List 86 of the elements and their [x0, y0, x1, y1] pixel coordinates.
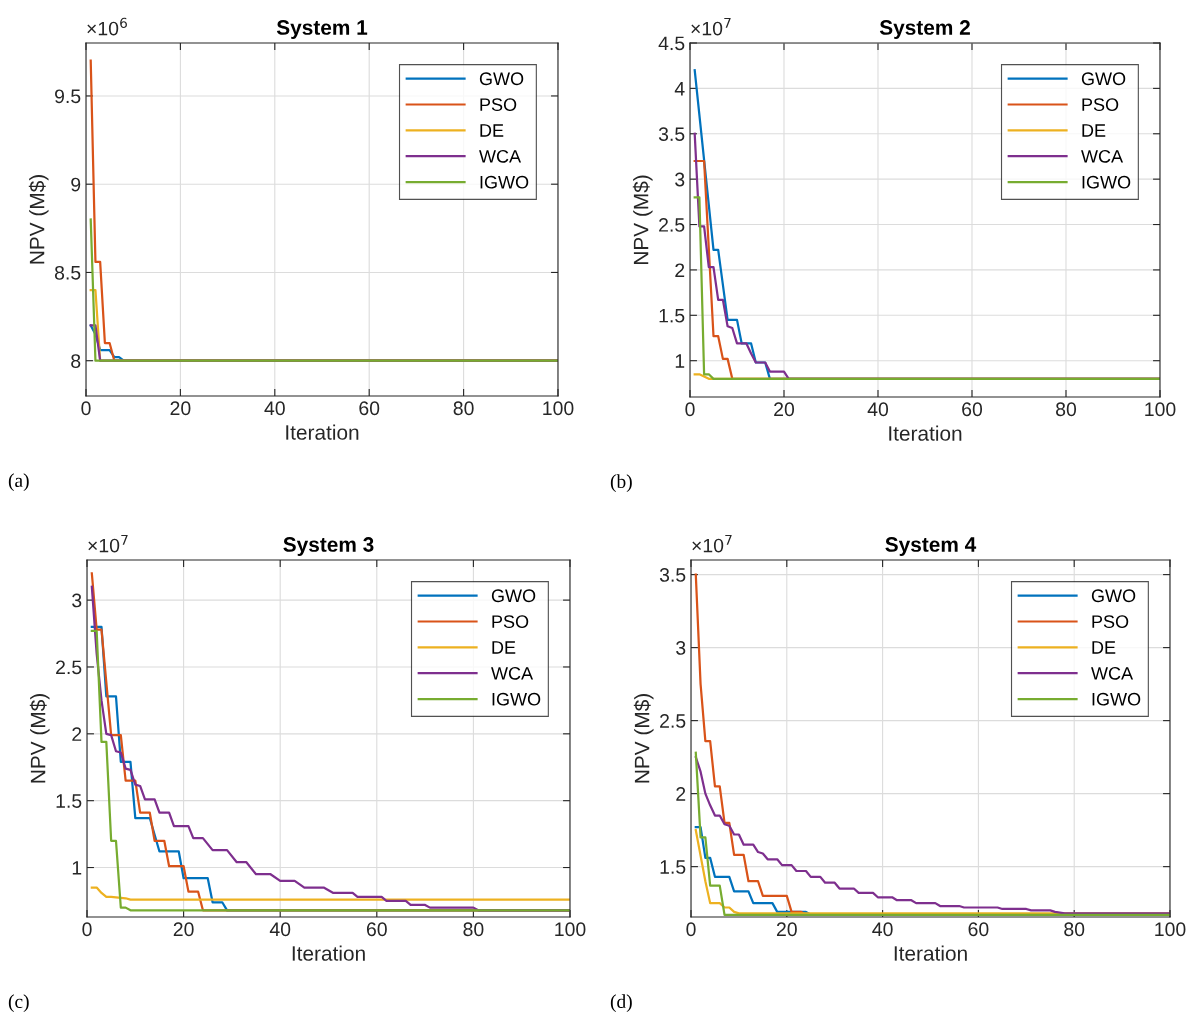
y-tick-label: 4.5: [658, 36, 685, 51]
x-tick-label: 60: [359, 401, 380, 416]
x-tick-label: 100: [555, 922, 586, 937]
x-tick-label: 40: [872, 922, 893, 937]
y-tick-label: 8: [71, 354, 81, 368]
y-axis-title: NPV (M$): [28, 175, 49, 264]
y-tick-label: 1: [72, 861, 82, 875]
y-tick-label: 3: [72, 593, 82, 608]
x-tick-label: 0: [685, 402, 695, 417]
x-tick-label: 20: [173, 922, 194, 937]
x-tick-label: 100: [1145, 402, 1176, 417]
legend-label: WCA: [479, 149, 522, 163]
y-tick-label: 9.5: [55, 89, 81, 104]
y-tick-label: 1.5: [659, 308, 685, 323]
y-tick-label: 1.5: [660, 860, 686, 874]
x-tick-label: 40: [269, 922, 291, 937]
legend-label: DE: [1092, 641, 1116, 654]
x-tick-label: 80: [463, 922, 484, 937]
y-tick-label: 3.5: [658, 127, 685, 142]
legend-label: WCA: [1081, 149, 1124, 163]
x-tick-label: 0: [686, 922, 696, 937]
x-axis-title: Iteration: [889, 425, 962, 441]
y-tick-label: 3.5: [659, 568, 686, 582]
text: ×10$^{6}$: [87, 17, 127, 36]
x-axis-title: Iteration: [894, 945, 967, 961]
y-axis-title: NPV (M$): [633, 694, 654, 783]
chart-title: System 3: [283, 537, 374, 556]
legend-label: PSO: [1092, 615, 1129, 629]
text: ×10$^{7}$: [88, 534, 128, 553]
y-tick-label: 3: [676, 641, 686, 655]
chart-title: System 1: [276, 20, 368, 39]
x-tick-label: 100: [543, 401, 574, 416]
legend-label: WCA: [491, 666, 534, 680]
legend-label: PSO: [480, 98, 517, 112]
y-tick-label: 2.5: [659, 218, 685, 232]
legend-label: DE: [480, 124, 504, 137]
x-axis-title: Iteration: [286, 424, 359, 440]
legend-label: GWO: [491, 589, 536, 603]
text: (b): [610, 474, 632, 492]
x-tick-label: 20: [170, 401, 191, 416]
legend-label: IGWO: [492, 692, 541, 706]
text: (a): [8, 473, 29, 491]
y-tick-label: 3: [675, 172, 685, 187]
y-tick-label: 1.5: [56, 794, 82, 808]
y-tick-label: 4: [674, 82, 685, 96]
legend-label: WCA: [1091, 666, 1134, 680]
x-tick-label: 40: [264, 401, 285, 416]
legend-label: GWO: [1081, 72, 1126, 86]
y-tick-label: 2: [676, 787, 686, 801]
x-tick-label: 60: [366, 922, 387, 937]
x-tick-label: 20: [774, 402, 795, 417]
x-tick-label: 80: [1056, 402, 1077, 417]
legend-label: IGWO: [1082, 175, 1131, 189]
text: ×10$^{7}$: [691, 17, 731, 36]
y-tick-label: 8.5: [54, 265, 81, 280]
x-tick-label: 80: [453, 401, 474, 416]
legend-label: PSO: [1082, 98, 1119, 112]
legend-label: PSO: [492, 615, 529, 629]
y-axis-title: NPV (M$): [29, 694, 50, 783]
y-tick-label: 2: [72, 727, 82, 741]
chart-title: System 4: [885, 537, 977, 556]
y-axis-title: NPV (M$): [632, 175, 653, 265]
y-tick-label: 1: [675, 354, 685, 368]
x-tick-label: 80: [1064, 922, 1085, 937]
legend-label: IGWO: [1092, 692, 1141, 706]
x-tick-label: 100: [1155, 922, 1186, 937]
y-tick-label: 2.5: [56, 660, 82, 675]
legend-label: GWO: [1091, 589, 1136, 603]
x-tick-label: 60: [968, 922, 989, 937]
legend-label: DE: [492, 641, 516, 654]
y-tick-label: 2.5: [660, 714, 686, 728]
legend-label: DE: [1082, 124, 1106, 137]
y-tick-label: 2: [675, 263, 685, 277]
x-tick-label: 0: [81, 401, 91, 416]
legend-label: GWO: [479, 72, 524, 86]
x-axis-title: Iteration: [292, 945, 365, 961]
x-tick-label: 40: [867, 402, 889, 417]
text: (c): [8, 994, 29, 1012]
x-tick-label: 20: [776, 922, 797, 937]
text: ×10$^{7}$: [692, 534, 732, 553]
legend-label: IGWO: [480, 175, 529, 189]
x-tick-label: 0: [82, 922, 92, 937]
y-tick-label: 9: [71, 177, 81, 192]
chart-title: System 2: [879, 20, 970, 39]
text: (d): [610, 994, 632, 1012]
x-tick-label: 60: [962, 402, 983, 417]
